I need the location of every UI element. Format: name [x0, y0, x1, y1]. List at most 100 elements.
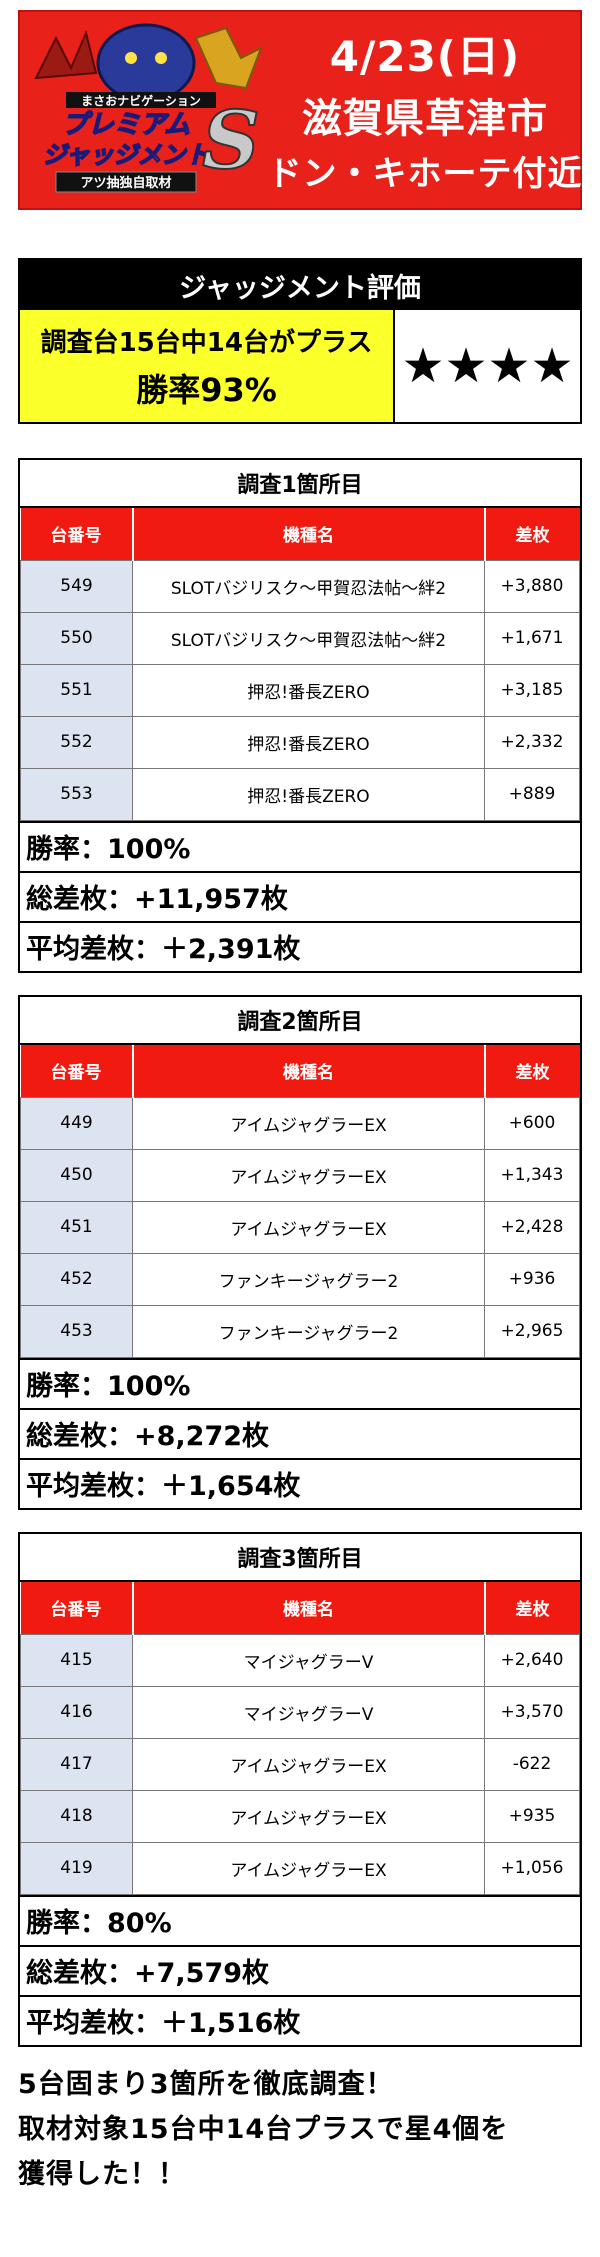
average-diff: 平均差枚：＋2,391枚 [20, 920, 580, 971]
table-row: 451 アイムジャグラーEX +2,428 [20, 1200, 580, 1254]
machine-number: 418 [20, 1789, 133, 1843]
summary-text: 5台固まり3箇所を徹底調査！ 取材対象15台中14台プラスで星4個を 獲得した！… [18, 2062, 588, 2197]
total-diff: 総差枚：+8,272枚 [20, 1407, 580, 1458]
average-diff: 平均差枚：＋1,516枚 [20, 1994, 580, 2045]
machine-number: 416 [20, 1685, 133, 1739]
table-row: 450 アイムジャグラーEX +1,343 [20, 1148, 580, 1202]
table-row: 552 押忍!番長ZERO +2,332 [20, 715, 580, 769]
logo-line1: まさおナビゲーション [81, 93, 201, 108]
summary-line-3: 獲得した！！ [18, 2159, 186, 2190]
machine-number: 417 [20, 1737, 133, 1791]
machine-model: アイムジャグラーEX [132, 1200, 485, 1254]
column-header-diff: 差枚 [484, 1045, 580, 1097]
coin-diff: +2,965 [484, 1304, 580, 1358]
machine-number: 415 [20, 1633, 133, 1687]
machine-model: 押忍!番長ZERO [132, 715, 485, 769]
premium-judgement-logo: まさおナビゲーション プレミアム ジャッジメント S アツ抽独自取材 [26, 18, 266, 204]
win-rate: 勝率：100% [20, 820, 580, 871]
logo-line3: ジャッジメント [43, 141, 210, 169]
section-title: 調査1箇所目 [20, 460, 580, 508]
machine-number: 549 [20, 559, 133, 613]
header-banner: まさおナビゲーション プレミアム ジャッジメント S アツ抽独自取材 4/23(… [18, 10, 582, 210]
coin-diff: +2,640 [484, 1633, 580, 1687]
judgement-summary: 調査台15台中14台がプラス 勝率93% [20, 310, 395, 422]
summary-line-2: 取材対象15台中14台プラスで星4個を [18, 2114, 509, 2145]
table-row: 549 SLOTバジリスク～甲賀忍法帖～絆2 +3,880 [20, 559, 580, 613]
table-row: 553 押忍!番長ZERO +889 [20, 767, 580, 821]
coin-diff: +2,332 [484, 715, 580, 769]
win-rate: 勝率：80% [20, 1894, 580, 1945]
event-city: 滋賀県草津市 [302, 96, 548, 142]
table-row: 419 アイムジャグラーEX +1,056 [20, 1841, 580, 1895]
table-row: 551 押忍!番長ZERO +3,185 [20, 663, 580, 717]
machine-model: 押忍!番長ZERO [132, 663, 485, 717]
survey-section-3: 調査3箇所目 台番号 機種名 差枚 415 マイジャグラーV +2,640 41… [18, 1532, 582, 2047]
machine-number: 452 [20, 1252, 133, 1306]
coin-diff: +3,880 [484, 559, 580, 613]
judgement-title: ジャッジメント評価 [20, 260, 580, 310]
column-header-model: 機種名 [132, 1045, 486, 1097]
coin-diff: +935 [484, 1789, 580, 1843]
column-header-no: 台番号 [20, 1045, 134, 1097]
column-header-model: 機種名 [132, 1582, 486, 1634]
table-row: 418 アイムジャグラーEX +935 [20, 1789, 580, 1843]
coin-diff: +1,671 [484, 611, 580, 665]
machine-number: 451 [20, 1200, 133, 1254]
results-table: 台番号 機種名 差枚 549 SLOTバジリスク～甲賀忍法帖～絆2 +3,880… [20, 508, 580, 821]
machine-number: 553 [20, 767, 133, 821]
machine-model: 押忍!番長ZERO [132, 767, 485, 821]
coin-diff: +600 [484, 1096, 580, 1150]
coin-diff: +936 [484, 1252, 580, 1306]
judgement-box: ジャッジメント評価 調査台15台中14台がプラス 勝率93% ★★★★ [18, 258, 582, 424]
table-row: 417 アイムジャグラーEX -622 [20, 1737, 580, 1791]
results-table: 台番号 機種名 差枚 415 マイジャグラーV +2,640 416 マイジャグ… [20, 1582, 580, 1895]
machine-number: 419 [20, 1841, 133, 1895]
coin-diff: +2,428 [484, 1200, 580, 1254]
coin-diff: +1,056 [484, 1841, 580, 1895]
logo-badge: アツ抽独自取材 [80, 175, 171, 191]
judgement-plus-count: 調査台15台中14台がプラス [40, 327, 373, 358]
survey-section-2: 調査2箇所目 台番号 機種名 差枚 449 アイムジャグラーEX +600 45… [18, 995, 582, 1510]
machine-model: マイジャグラーV [132, 1685, 485, 1739]
logo-letter: S [202, 93, 260, 187]
coin-diff: -622 [484, 1737, 580, 1791]
judgement-win-rate: 勝率93% [136, 370, 277, 409]
table-row: 449 アイムジャグラーEX +600 [20, 1096, 580, 1150]
table-row: 550 SLOTバジリスク～甲賀忍法帖～絆2 +1,671 [20, 611, 580, 665]
total-diff: 総差枚：+11,957枚 [20, 870, 580, 921]
column-header-diff: 差枚 [484, 508, 580, 560]
section-title: 調査3箇所目 [20, 1534, 580, 1582]
logo-line2: プレミアム [62, 110, 190, 140]
column-header-no: 台番号 [20, 1582, 134, 1634]
header-info: 4/23(日) 滋賀県草津市 ドン・キホーテ付近 [267, 12, 583, 208]
coin-diff: +1,343 [484, 1148, 580, 1202]
table-row: 453 ファンキージャグラー2 +2,965 [20, 1304, 580, 1358]
machine-number: 449 [20, 1096, 133, 1150]
machine-model: SLOTバジリスク～甲賀忍法帖～絆2 [132, 559, 485, 613]
column-header-diff: 差枚 [484, 1582, 580, 1634]
section-title: 調査2箇所目 [20, 997, 580, 1045]
coin-diff: +3,570 [484, 1685, 580, 1739]
table-row: 415 マイジャグラーV +2,640 [20, 1633, 580, 1687]
machine-number: 550 [20, 611, 133, 665]
table-row: 452 ファンキージャグラー2 +936 [20, 1252, 580, 1306]
machine-model: アイムジャグラーEX [132, 1737, 485, 1791]
total-diff: 総差枚：+7,579枚 [20, 1944, 580, 1995]
summary-line-1: 5台固まり3箇所を徹底調査！ [18, 2069, 394, 2100]
machine-model: アイムジャグラーEX [132, 1148, 485, 1202]
machine-number: 551 [20, 663, 133, 717]
machine-model: マイジャグラーV [132, 1633, 485, 1687]
machine-model: ファンキージャグラー2 [132, 1304, 485, 1358]
coin-diff: +889 [484, 767, 580, 821]
coin-diff: +3,185 [484, 663, 580, 717]
machine-number: 450 [20, 1148, 133, 1202]
average-diff: 平均差枚：＋1,654枚 [20, 1457, 580, 1508]
machine-number: 453 [20, 1304, 133, 1358]
machine-model: SLOTバジリスク～甲賀忍法帖～絆2 [132, 611, 485, 665]
machine-model: アイムジャグラーEX [132, 1096, 485, 1150]
machine-model: アイムジャグラーEX [132, 1841, 485, 1895]
win-rate: 勝率：100% [20, 1357, 580, 1408]
event-place: ドン・キホーテ付近 [267, 154, 583, 194]
results-table: 台番号 機種名 差枚 449 アイムジャグラーEX +600 450 アイムジャ… [20, 1045, 580, 1358]
machine-model: ファンキージャグラー2 [132, 1252, 485, 1306]
